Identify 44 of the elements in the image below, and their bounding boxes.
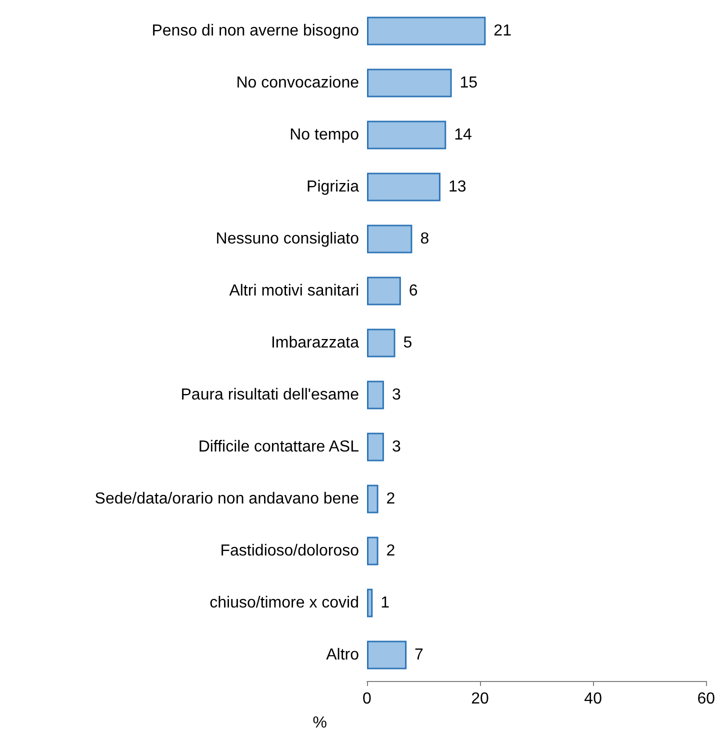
bar	[367, 172, 440, 202]
bar	[367, 120, 446, 150]
x-axis-title: %	[312, 714, 327, 731]
x-tick-label: 0	[362, 690, 372, 708]
bar	[367, 328, 396, 358]
bar	[367, 588, 373, 618]
y-tick-label: Pigrizia	[306, 178, 360, 196]
y-tick-label: chiuso/timore x covid	[210, 594, 359, 612]
data-label: 1	[380, 594, 390, 612]
data-label: 15	[460, 74, 478, 92]
y-tick-label: No convocazione	[236, 74, 360, 92]
x-tick-label: 40	[584, 690, 602, 708]
y-tick-label: Imbarazzata	[270, 334, 360, 352]
data-label: 14	[454, 126, 472, 144]
y-tick-label: Altro	[326, 646, 360, 664]
y-tick-label: Nessuno consigliato	[216, 230, 360, 248]
data-label: 21	[494, 22, 512, 40]
data-label: 2	[386, 490, 396, 508]
data-label: 3	[392, 386, 401, 404]
x-tick-label: 20	[471, 690, 490, 708]
y-tick-label: Difficile contattare ASL	[198, 438, 360, 456]
bar	[367, 432, 384, 462]
bar	[367, 536, 378, 566]
bar	[367, 224, 412, 254]
y-tick-label: Paura risultati dell'esame	[180, 386, 360, 404]
x-tick-label: 60	[697, 690, 716, 708]
bar	[367, 16, 486, 46]
y-tick-label: Penso di non averne bisogno	[152, 22, 360, 40]
data-label: 5	[403, 334, 412, 352]
y-tick-label: Altri motivi sanitari	[229, 282, 359, 300]
data-label: 7	[414, 646, 424, 664]
bar	[367, 484, 378, 514]
bar	[367, 640, 407, 670]
data-label: 8	[420, 230, 430, 248]
data-label: 3	[392, 438, 401, 456]
y-tick-label: No tempo	[290, 126, 360, 144]
data-label: 6	[408, 282, 418, 300]
bar	[367, 68, 452, 98]
bar	[367, 380, 384, 410]
data-label: 13	[448, 178, 466, 196]
y-tick-label: Sede/data/orario non andavano bene	[94, 490, 360, 508]
y-tick-label: Fastidioso/doloroso	[220, 542, 360, 560]
data-label: 2	[386, 542, 396, 560]
bar	[367, 276, 401, 306]
